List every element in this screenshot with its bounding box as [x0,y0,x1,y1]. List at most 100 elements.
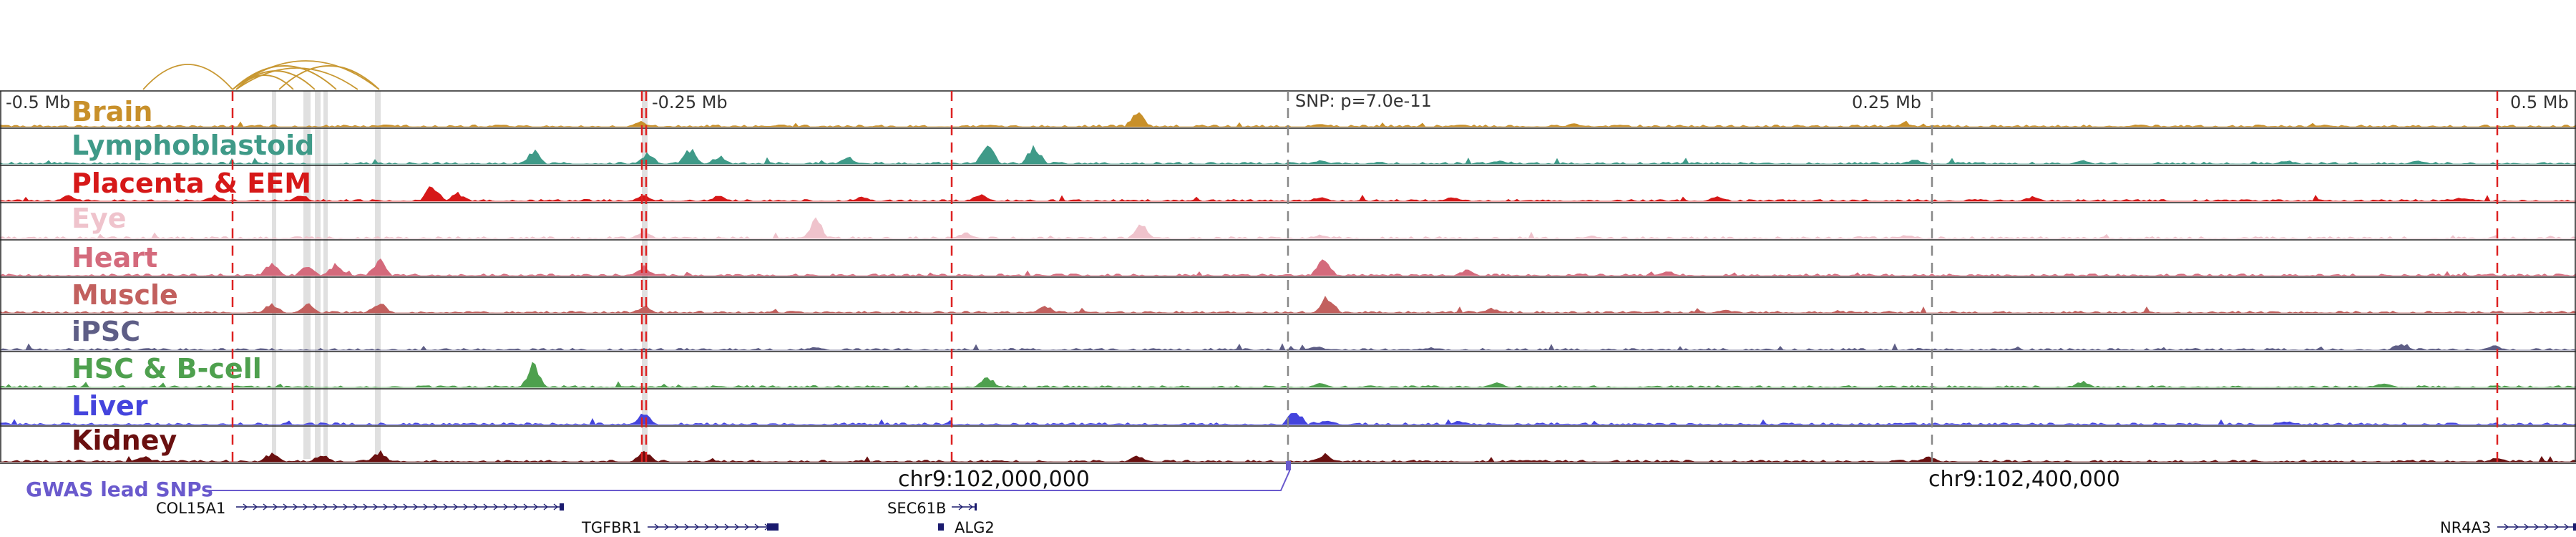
nr4a3-strand-arrow [2564,523,2570,531]
gwas-label: GWAS lead SNPs [26,478,213,501]
col15a1-strand-arrow [363,503,369,511]
track-label-heart: Heart [72,242,158,274]
tgfbr1-strand-arrow [654,523,660,531]
tgfbr1-exon-block [767,523,779,531]
track-label-lymphoblastoid: Lymphoblastoid [72,130,315,161]
col15a1-strand-arrow [493,503,499,511]
tgfbr1-strand-arrow [744,523,750,531]
track-label-kidney: Kidney [72,425,177,456]
track-label-muscle: Muscle [72,279,178,311]
axis-label-left: -0.5 Mb [6,92,71,112]
track-label-brain: Brain [72,96,153,127]
loop-arc-6 [235,67,358,90]
col15a1-strand-arrow [243,503,248,511]
col15a1-strand-arrow [373,503,379,511]
col15a1-strand-arrow [273,503,278,511]
signal-area-4 [0,258,2576,276]
col15a1-strand-arrow [443,503,449,511]
col15a1-strand-arrow [473,503,479,511]
col15a1-strand-arrow [353,503,358,511]
axis-label-snp: SNP: p=7.0e-11 [1295,91,1432,111]
col15a1-strand-arrow [323,503,328,511]
loop-arc-5 [278,65,380,90]
col15a1-strand-arrow [403,503,409,511]
col15a1-strand-arrow [293,503,298,511]
loop-arc-4 [235,74,294,90]
loop-arc-1 [232,60,380,90]
col15a1-strand-arrow [533,503,539,511]
gene-label-col15a1: COL15A1 [156,500,226,517]
signal-area-6 [0,343,2576,351]
signal-area-3 [0,217,2576,239]
position-markers [231,91,2499,462]
axis-label-q1: -0.25 Mb [652,92,728,112]
gene-label-nr4a3: NR4A3 [2440,519,2492,536]
tgfbr1-strand-arrow [684,523,690,531]
col15a1-strand-arrow [333,503,338,511]
nr4a3-strand-arrow [2534,523,2540,531]
col15a1-strand-arrow [253,503,258,511]
nr4a3-strand-arrow [2504,523,2509,531]
col15a1-strand-arrow [523,503,529,511]
tgfbr1-strand-arrow [734,523,740,531]
tgfbr1-strand-arrow [694,523,700,531]
tgfbr1-strand-arrow [664,523,670,531]
signal-area-1 [0,145,2576,165]
nr4a3-strand-arrow [2524,523,2529,531]
track-label-eye: Eye [72,203,127,234]
signal-area-5 [0,296,2576,314]
sec61b-exon-block [975,503,977,511]
nr4a3-strand-arrow [2514,523,2519,531]
alg2-exon-block [938,523,944,531]
col15a1-strand-arrow [393,503,399,511]
axis-label-right: 0.5 Mb [2510,92,2569,112]
chromatin-loops [142,60,380,90]
nr4a3-strand-arrow [2544,523,2550,531]
col15a1-strand-arrow [513,503,519,511]
col15a1-strand-arrow [483,503,489,511]
sec61b-strand-arrow [958,503,964,511]
track-label-ipsc: iPSC [72,316,141,347]
gene-label-alg2: ALG2 [955,519,995,536]
tgfbr1-strand-arrow [754,523,760,531]
tgfbr1-strand-arrow [674,523,680,531]
tgfbr1-strand-arrow [704,523,710,531]
track-label-placenta: Placenta & EEM [72,168,312,199]
gwas-track [208,461,1291,491]
coordinate-label-left: chr9:102,000,000 [898,467,1090,492]
track-label-liver: Liver [72,390,148,422]
axis-label-q3: 0.25 Mb [1852,92,1922,112]
track-label-hsc: HSC & B-cell [72,353,262,384]
col15a1-strand-arrow [313,503,318,511]
col15a1-strand-arrow [433,503,439,511]
col15a1-strand-arrow [303,503,308,511]
col15a1-strand-arrow [283,503,288,511]
col15a1-strand-arrow [263,503,268,511]
col15a1-exon-block [560,503,564,511]
signal-area-7 [0,362,2576,388]
nr4a3-exon-block [2573,523,2576,531]
col15a1-strand-arrow [503,503,509,511]
col15a1-strand-arrow [413,503,419,511]
col15a1-strand-arrow [343,503,348,511]
gwas-snp-marker [1286,461,1291,470]
nr4a3-strand-arrow [2554,523,2560,531]
coordinate-label-right: chr9:102,400,000 [1928,467,2120,492]
col15a1-strand-arrow [423,503,429,511]
signal-area-0 [0,112,2576,127]
col15a1-strand-arrow [463,503,469,511]
col15a1-strand-arrow [553,503,559,511]
loop-arc-2 [232,65,337,90]
loop-arc-0 [142,64,233,90]
col15a1-strand-arrow [543,503,549,511]
col15a1-strand-arrow [453,503,459,511]
gene-annotation-track [236,503,2576,531]
gene-label-sec61b: SEC61B [887,500,947,517]
gene-label-tgfbr1: TGFBR1 [582,519,642,536]
tgfbr1-strand-arrow [714,523,720,531]
gwas-link-line [208,463,1290,491]
tgfbr1-strand-arrow [724,523,730,531]
sec61b-strand-arrow [968,503,974,511]
